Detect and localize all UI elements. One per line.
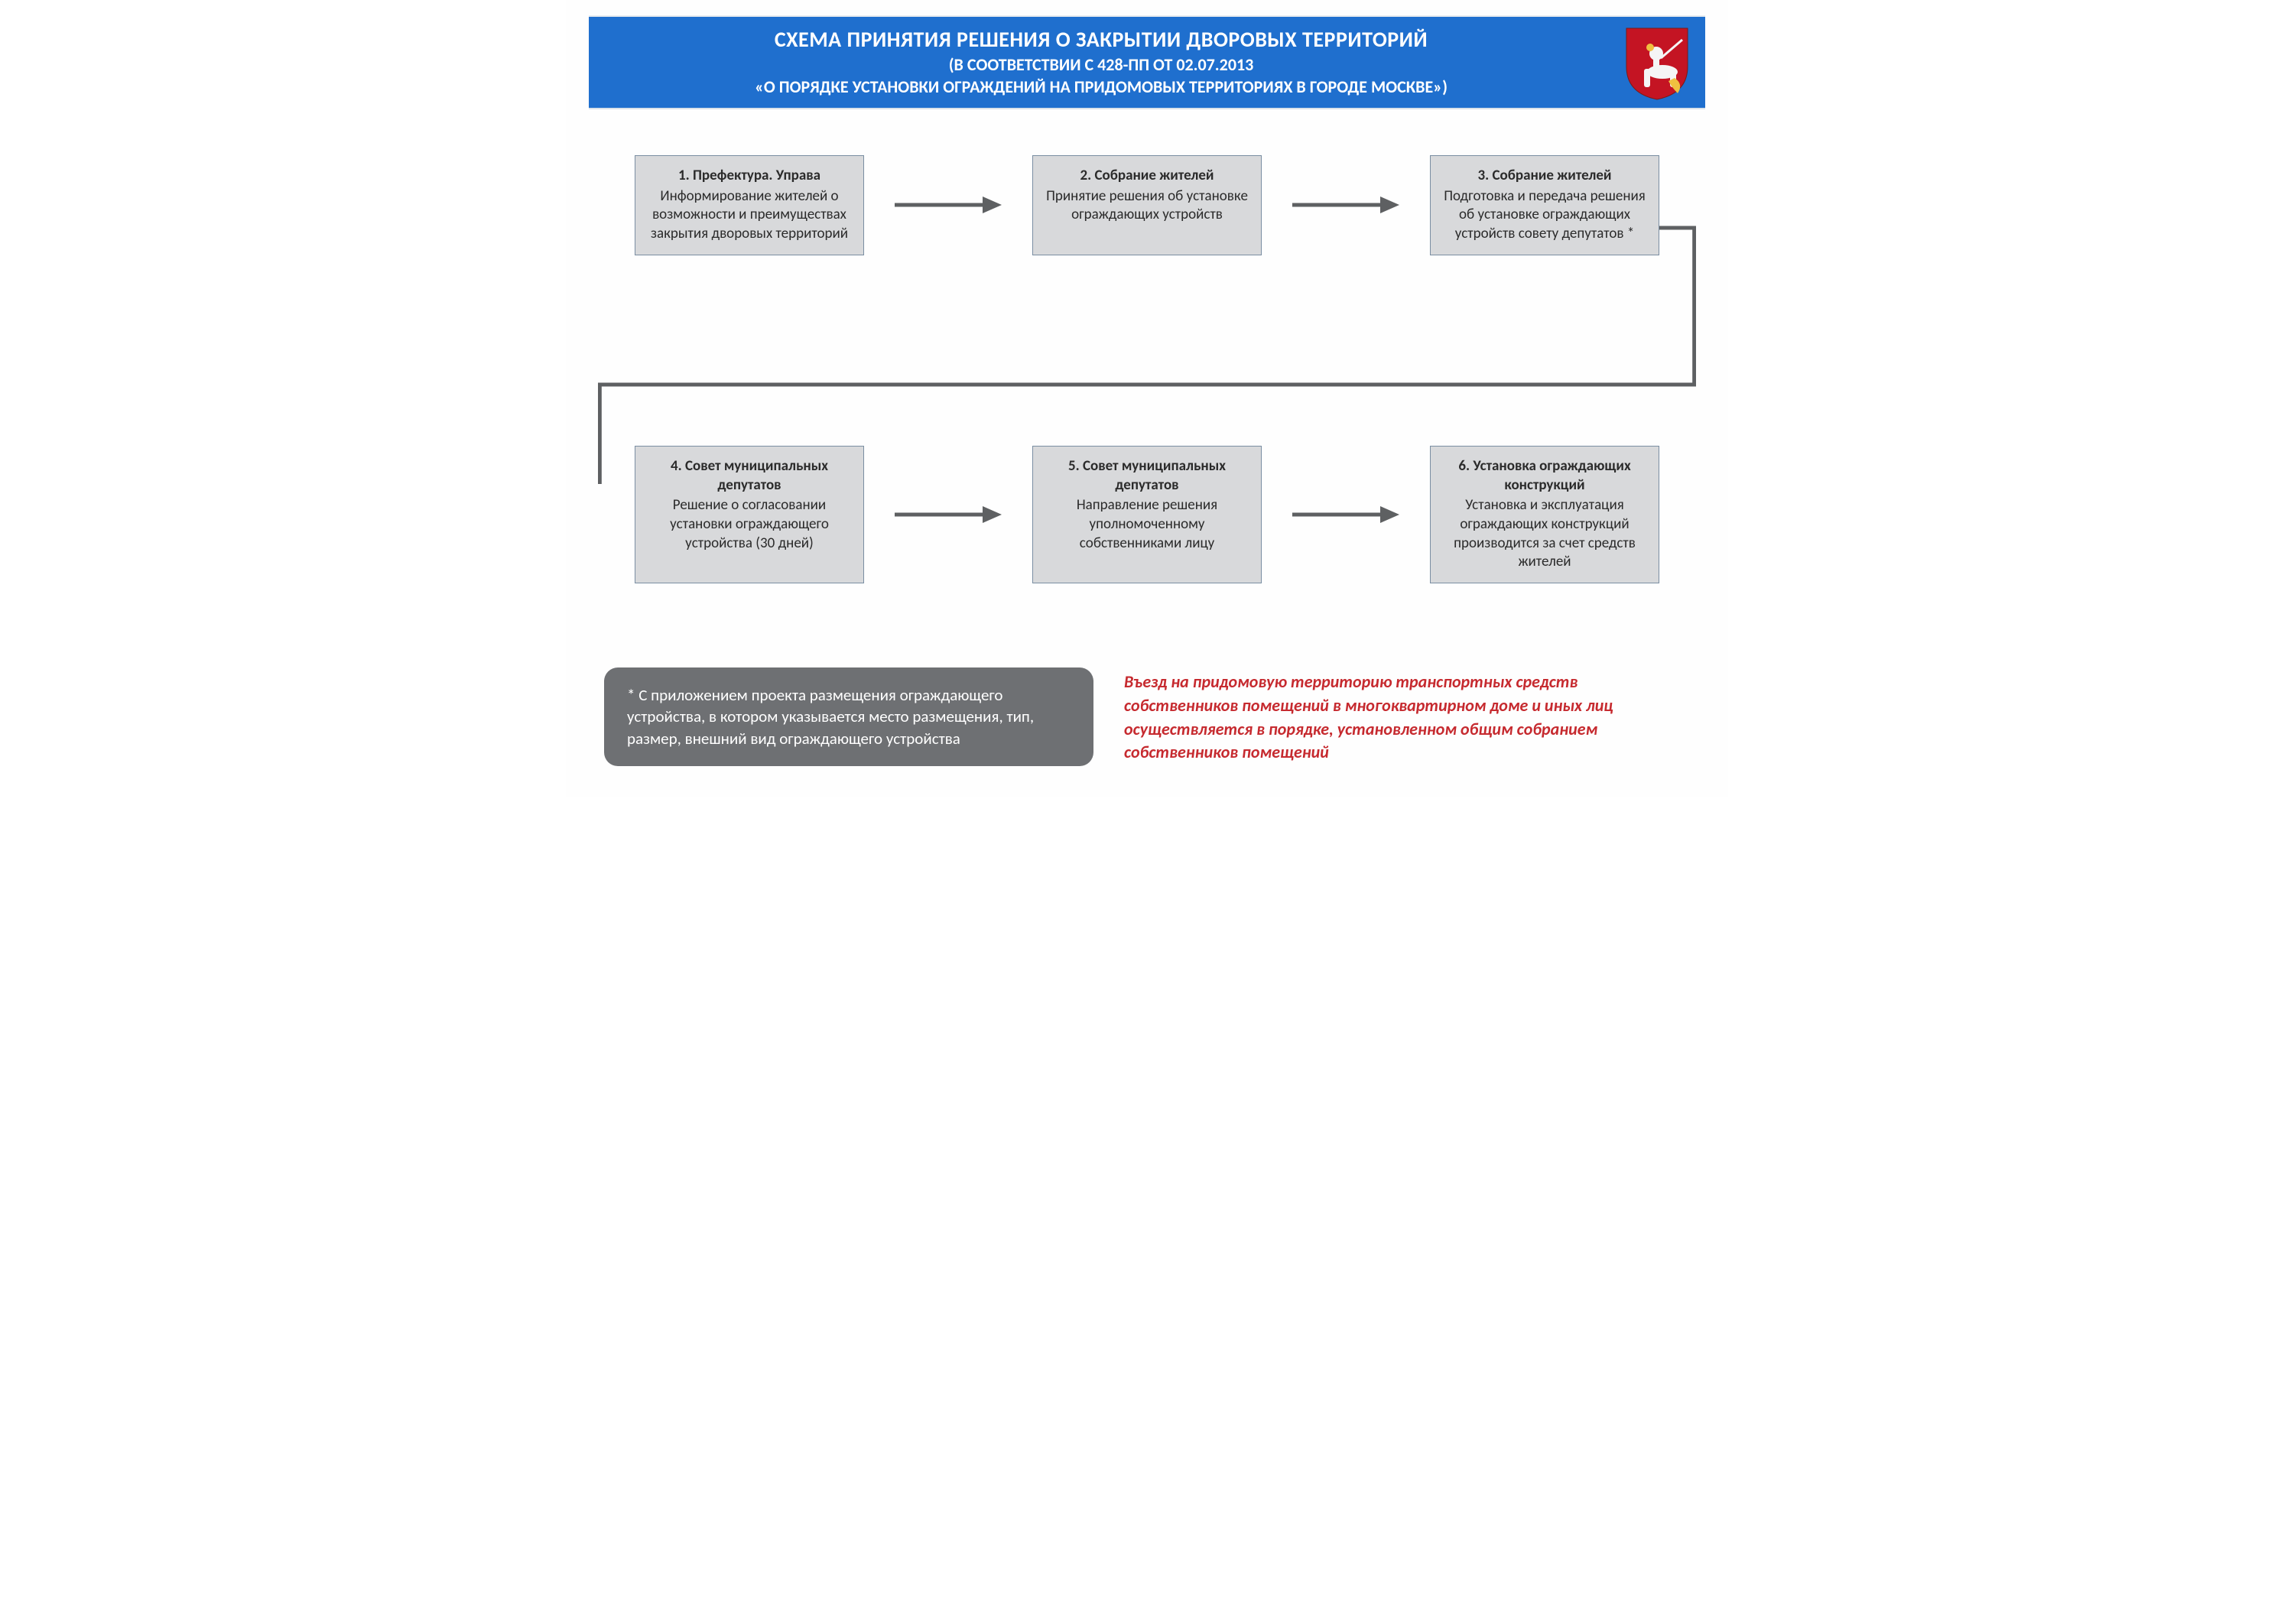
flow-arrow bbox=[1292, 505, 1399, 525]
flow-node-title: 1. Префектура. Управа bbox=[648, 167, 851, 186]
flow-node-title: 4. Совет муниципальных депутатов bbox=[648, 457, 851, 495]
flow-arrow bbox=[895, 505, 1002, 525]
flow-row-1: 1. Префектура. Управа Информирование жит… bbox=[635, 155, 1659, 255]
flow-node-3: 3. Собрание жителей Подготовка и передач… bbox=[1430, 155, 1659, 255]
flow-node-5: 5. Совет муниципальных депутатов Направл… bbox=[1032, 446, 1262, 583]
flow-node-title: 3. Собрание жителей bbox=[1443, 167, 1646, 186]
flow-node-body: Информирование жителей о возможности и п… bbox=[648, 187, 851, 244]
footnote-box: * С приложением проекта размещения ограж… bbox=[604, 667, 1093, 766]
coat-of-arms-icon bbox=[1623, 24, 1691, 101]
page: СХЕМА ПРИНЯТИЯ РЕШЕНИЯ О ЗАКРЫТИИ ДВОРОВ… bbox=[566, 0, 1728, 797]
flow-node-body: Установка и эксплуатация ограждающих кон… bbox=[1443, 496, 1646, 572]
flow-node-body: Решение о согласовании установки огражда… bbox=[648, 496, 851, 553]
flow-arrow bbox=[1292, 195, 1399, 215]
flow-node-body: Подготовка и передача решения об установ… bbox=[1443, 187, 1646, 244]
flow-node-body: Направление решения уполномоченному собс… bbox=[1045, 496, 1249, 553]
flow-node-4: 4. Совет муниципальных депутатов Решение… bbox=[635, 446, 864, 583]
flow-row-2: 4. Совет муниципальных депутатов Решение… bbox=[635, 446, 1659, 583]
flow-node-1: 1. Префектура. Управа Информирование жит… bbox=[635, 155, 864, 255]
flow-node-title: 5. Совет муниципальных депутатов bbox=[1045, 457, 1249, 495]
notice-text: Въезд на придомовую территорию транспорт… bbox=[1124, 667, 1690, 765]
title-main: СХЕМА ПРИНЯТИЯ РЕШЕНИЯ О ЗАКРЫТИИ ДВОРОВ… bbox=[604, 26, 1598, 53]
title-bar: СХЕМА ПРИНЯТИЯ РЕШЕНИЯ О ЗАКРЫТИИ ДВОРОВ… bbox=[589, 15, 1705, 109]
flow-node-body: Принятие решения об установке ограждающи… bbox=[1045, 187, 1249, 225]
title-sub: (В СООТВЕТСТВИИ С 428-ПП ОТ 02.07.2013 bbox=[604, 54, 1598, 75]
footer-row: * С приложением проекта размещения ограж… bbox=[604, 667, 1690, 766]
flow-node-2: 2. Собрание жителей Принятие решения об … bbox=[1032, 155, 1262, 255]
flow-node-title: 2. Собрание жителей bbox=[1045, 167, 1249, 186]
flow-arrow bbox=[895, 195, 1002, 215]
flow-node-6: 6. Установка ограждающих конструкций Уст… bbox=[1430, 446, 1659, 583]
flow-node-title: 6. Установка ограждающих конструкций bbox=[1443, 457, 1646, 495]
flowchart: 1. Префектура. Управа Информирование жит… bbox=[635, 155, 1659, 645]
title-sub2: «О ПОРЯДКЕ УСТАНОВКИ ОГРАЖДЕНИЙ НА ПРИДО… bbox=[604, 76, 1598, 97]
